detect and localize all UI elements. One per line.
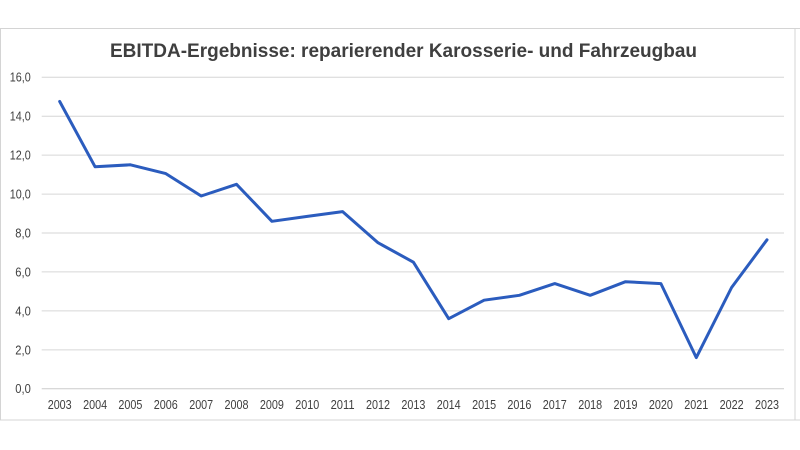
svg-text:2022: 2022 <box>720 398 744 412</box>
svg-text:EBITDA-Ergebnisse: reparierend: EBITDA-Ergebnisse: reparierender Karosse… <box>110 41 697 62</box>
svg-text:2015: 2015 <box>472 398 496 412</box>
svg-text:2020: 2020 <box>649 398 673 412</box>
svg-text:2014: 2014 <box>437 398 461 412</box>
svg-text:4,0: 4,0 <box>15 304 31 318</box>
svg-text:2017: 2017 <box>543 398 567 412</box>
svg-text:2013: 2013 <box>401 398 425 412</box>
svg-text:2018: 2018 <box>578 398 602 412</box>
svg-text:14,0: 14,0 <box>10 110 31 124</box>
svg-text:2012: 2012 <box>366 398 390 412</box>
svg-text:2021: 2021 <box>684 398 708 412</box>
svg-text:2,0: 2,0 <box>15 343 31 357</box>
svg-text:2006: 2006 <box>154 398 178 412</box>
svg-text:2004: 2004 <box>83 398 107 412</box>
svg-text:6,0: 6,0 <box>15 265 31 279</box>
svg-text:2007: 2007 <box>189 398 213 412</box>
svg-text:2010: 2010 <box>295 398 319 412</box>
svg-text:2008: 2008 <box>225 398 249 412</box>
svg-text:10,0: 10,0 <box>10 188 31 202</box>
svg-text:2011: 2011 <box>331 398 355 412</box>
svg-text:12,0: 12,0 <box>10 149 31 163</box>
svg-text:16,0: 16,0 <box>10 71 31 85</box>
svg-text:2003: 2003 <box>48 398 72 412</box>
svg-text:2019: 2019 <box>614 398 638 412</box>
svg-text:8,0: 8,0 <box>15 226 31 240</box>
svg-text:2016: 2016 <box>507 398 531 412</box>
svg-text:2005: 2005 <box>118 398 142 412</box>
svg-text:0,0: 0,0 <box>15 382 31 396</box>
svg-text:2023: 2023 <box>755 398 779 412</box>
svg-text:2009: 2009 <box>260 398 284 412</box>
